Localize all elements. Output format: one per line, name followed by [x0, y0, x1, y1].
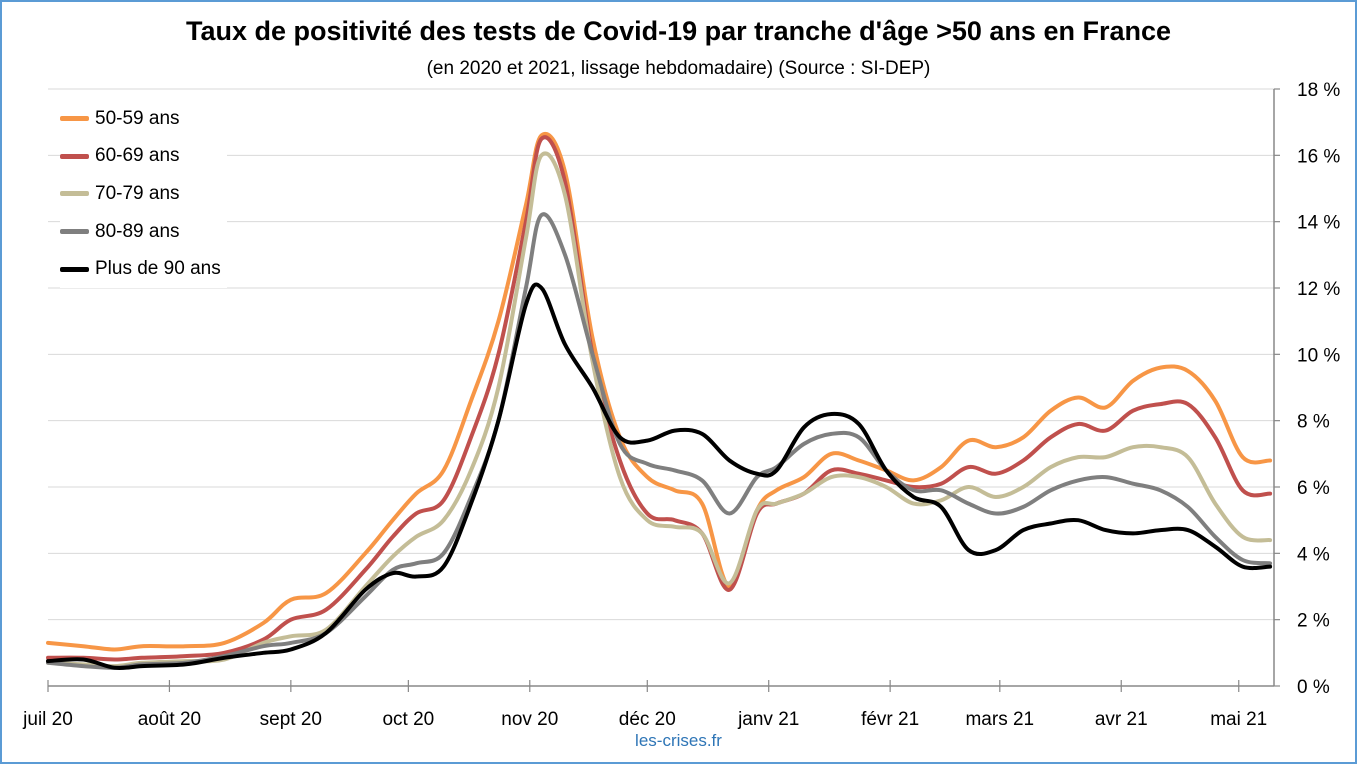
legend-item: 50-59 ans: [60, 100, 221, 138]
legend-swatch: [60, 116, 89, 122]
legend-swatch: [60, 191, 89, 197]
source-note: les-crises.fr: [635, 731, 722, 750]
legend-swatch: [60, 229, 89, 235]
series-line-5: [46, 282, 1273, 671]
x-tick-label: mai 21: [1210, 709, 1267, 730]
x-tick-label: févr 21: [861, 709, 919, 730]
series-line-4: [46, 212, 1273, 670]
series-line-2: [46, 135, 1273, 662]
legend-item: 70-79 ans: [60, 175, 221, 213]
x-tick-label: avr 21: [1095, 709, 1148, 730]
chart-subtitle: (en 2020 et 2021, lissage hebdomadaire) …: [426, 58, 931, 79]
y-tick-label: 2 %: [1297, 611, 1330, 632]
y-tick-label: 4 %: [1297, 544, 1330, 565]
legend-swatch: [60, 266, 89, 272]
chart-legend: 50-59 ans 60-69 ans 70-79 ans 80-89 ans Plus…: [60, 100, 227, 288]
legend-label: 80-89 ans: [95, 220, 180, 242]
legend-label: 70-79 ans: [95, 182, 180, 204]
legend-label: 60-69 ans: [95, 145, 180, 167]
legend-label: 50-59 ans: [95, 107, 180, 129]
series-line-1: [46, 132, 1273, 652]
legend-item: 80-89 ans: [60, 213, 221, 251]
y-tick-label: 12 %: [1297, 279, 1340, 300]
y-tick-label: 0 %: [1297, 677, 1330, 698]
chart-title: Taux de positivité des tests de Covid-19…: [185, 16, 1171, 46]
legend-item: Plus de 90 ans: [60, 250, 221, 288]
y-tick-label: 18 %: [1297, 80, 1340, 101]
x-tick-label: sept 20: [260, 709, 322, 730]
x-tick-label: juil 20: [22, 709, 73, 730]
legend-swatch: [60, 153, 89, 159]
series-line-3: [46, 151, 1273, 669]
legend-item: 60-69 ans: [60, 138, 221, 176]
x-tick-label: janv 21: [737, 709, 799, 730]
y-tick-label: 8 %: [1297, 412, 1330, 433]
x-tick-label: déc 20: [619, 709, 676, 730]
x-tick-label: oct 20: [382, 709, 434, 730]
x-tick-label: août 20: [138, 709, 201, 730]
y-tick-label: 16 %: [1297, 146, 1340, 167]
y-tick-label: 10 %: [1297, 345, 1340, 366]
y-tick-label: 6 %: [1297, 478, 1330, 499]
x-tick-label: nov 20: [501, 709, 558, 730]
x-tick-label: mars 21: [965, 709, 1034, 730]
legend-label: Plus de 90 ans: [95, 258, 221, 280]
y-tick-label: 14 %: [1297, 213, 1340, 234]
